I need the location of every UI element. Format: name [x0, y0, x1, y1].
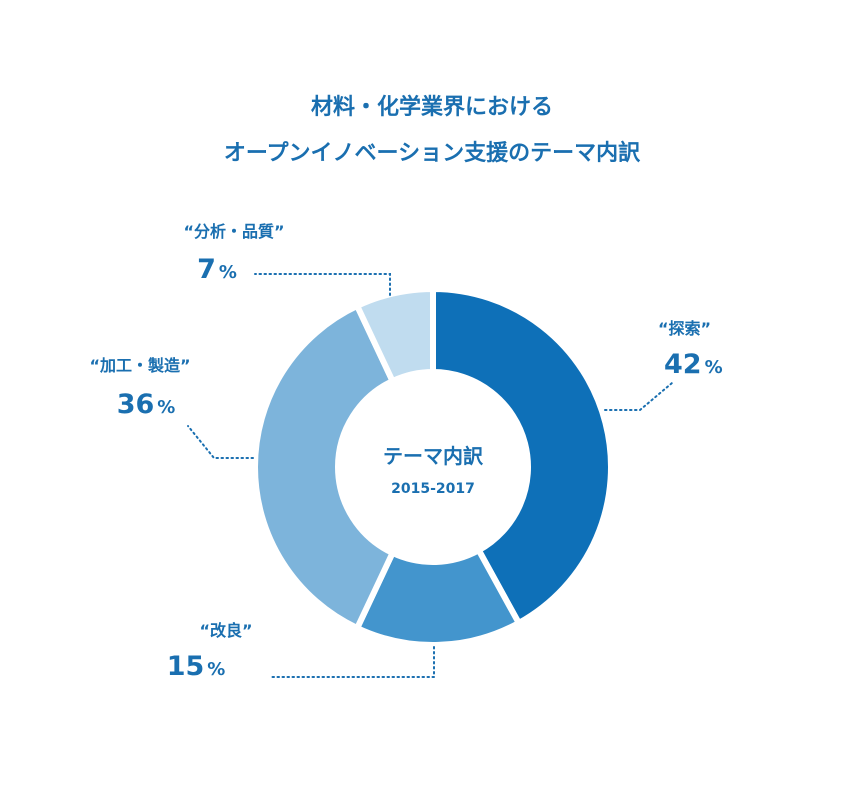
center-title: テーマ内訳	[383, 444, 484, 468]
slice-labels: “探索” 42 % “改良” 15 % “加工・製造” 36 % “分析・品質” 7%	[89, 222, 722, 682]
slice-label-3: “分析・品質”	[183, 222, 284, 241]
pie-slice-0	[430, 285, 614, 628]
chart-title-line-1: 材料・化学業界における	[311, 94, 553, 120]
leader-line-3	[254, 273, 391, 296]
chart-title-line-2: オープンイノベーション支援のテーマ内訳	[224, 140, 641, 166]
pie-slice-2	[252, 301, 397, 633]
slice-value-2: 36%	[117, 389, 176, 420]
leader-line-1	[269, 646, 435, 678]
pie-slice-3	[353, 285, 436, 386]
leader-line-0	[604, 382, 673, 411]
slice-label-2: “加工・製造”	[89, 356, 190, 375]
slice-value-1: 15%	[167, 651, 226, 682]
slice-value-0: 42%	[664, 349, 723, 380]
pie-slices	[252, 285, 614, 648]
slice-label-0: “探索”	[658, 319, 711, 338]
slice-label-1: “改良”	[199, 621, 252, 640]
slice-value-3: 7%	[197, 254, 237, 285]
center-period: 2015-2017	[391, 481, 475, 497]
leader-line-2	[187, 425, 254, 459]
